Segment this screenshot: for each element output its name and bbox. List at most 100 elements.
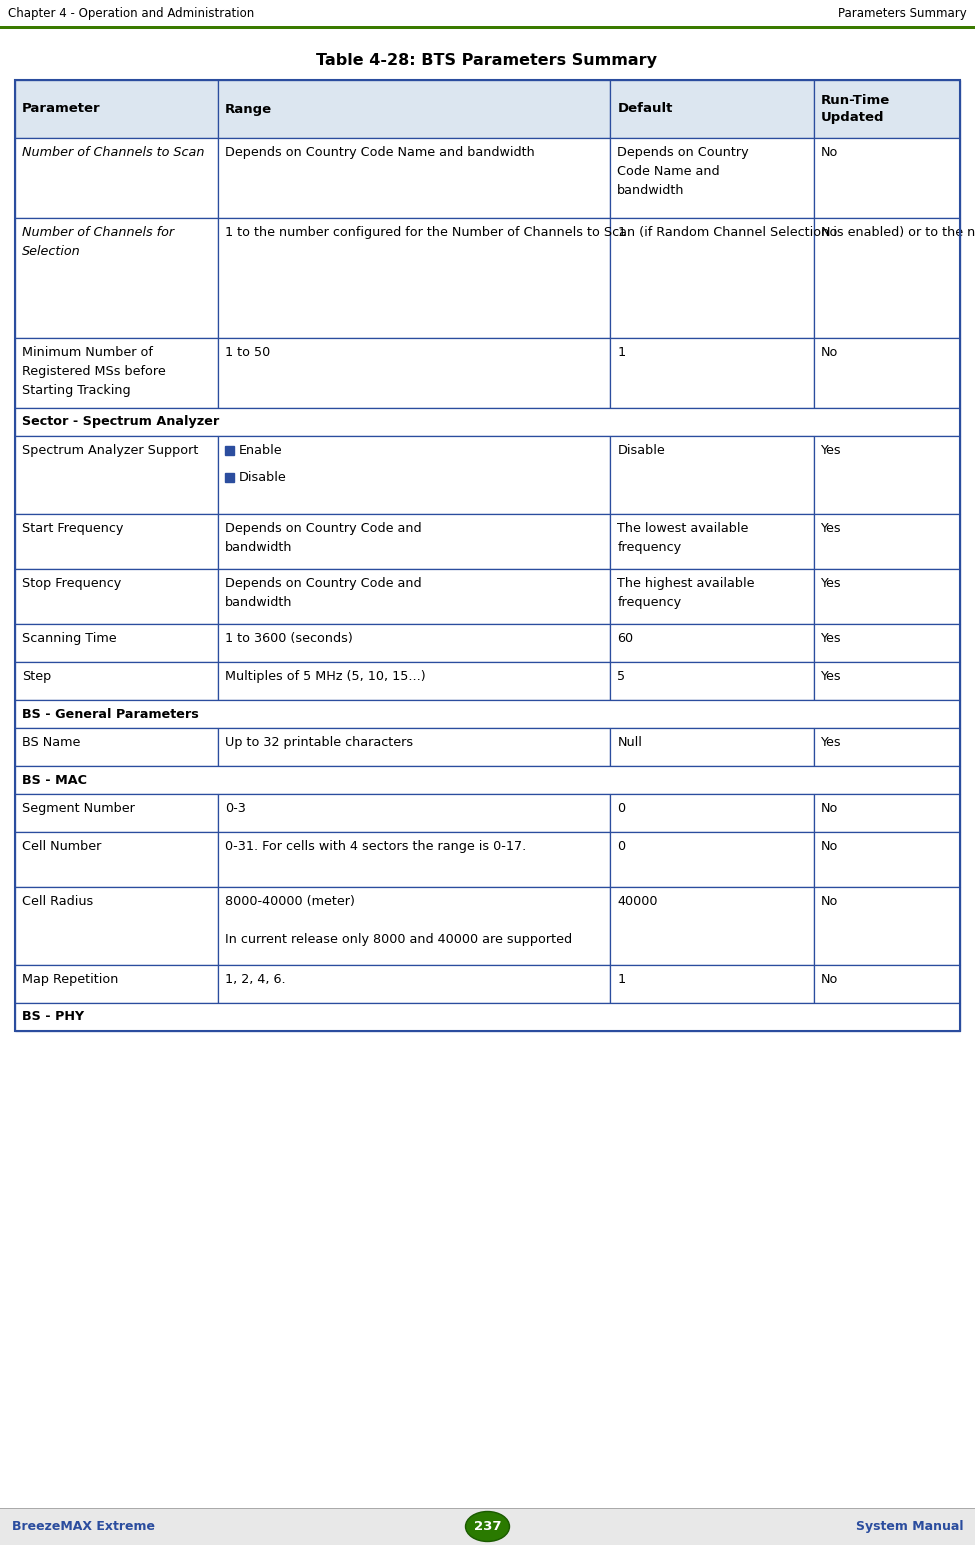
Bar: [218, 887, 610, 966]
Text: Default: Default: [617, 102, 673, 116]
Text: Yes: Yes: [821, 522, 841, 535]
Bar: [15, 80, 218, 138]
Text: BS - MAC: BS - MAC: [22, 774, 87, 786]
Text: Enable: Enable: [239, 443, 283, 457]
Bar: [0, 1508, 975, 1545]
Text: Yes: Yes: [821, 576, 841, 590]
Text: Depends on Country Code Name and bandwidth: Depends on Country Code Name and bandwid…: [225, 145, 535, 159]
Bar: [218, 728, 610, 766]
Text: 0: 0: [617, 802, 626, 816]
Text: Null: Null: [617, 735, 643, 749]
Text: BS Name: BS Name: [22, 735, 80, 749]
Text: 237: 237: [474, 1520, 501, 1533]
Text: Run-Time
Updated: Run-Time Updated: [821, 94, 890, 124]
Text: Table 4-28: BTS Parameters Summary: Table 4-28: BTS Parameters Summary: [317, 53, 657, 68]
Text: 1 to 50: 1 to 50: [225, 346, 270, 358]
Bar: [15, 338, 218, 408]
Bar: [225, 447, 234, 454]
Text: Yes: Yes: [821, 443, 841, 457]
Bar: [813, 80, 960, 138]
Text: No: No: [821, 802, 838, 816]
Text: Parameter: Parameter: [22, 102, 100, 116]
Text: Yes: Yes: [821, 671, 841, 683]
Text: 40000: 40000: [617, 895, 658, 908]
Bar: [813, 218, 960, 338]
Text: Number of Channels for
Selection: Number of Channels for Selection: [22, 226, 175, 258]
Ellipse shape: [465, 1511, 510, 1542]
Bar: [15, 887, 218, 966]
Bar: [218, 80, 610, 138]
Text: Step: Step: [22, 671, 52, 683]
Bar: [813, 833, 960, 887]
Bar: [813, 514, 960, 569]
Text: 60: 60: [617, 632, 634, 644]
Bar: [15, 966, 218, 1003]
Text: No: No: [821, 973, 838, 986]
Text: The highest available
frequency: The highest available frequency: [617, 576, 755, 609]
Text: No: No: [821, 346, 838, 358]
Bar: [218, 661, 610, 700]
Bar: [610, 569, 813, 624]
Bar: [15, 514, 218, 569]
Bar: [813, 887, 960, 966]
Text: 5: 5: [617, 671, 626, 683]
Text: Parameters Summary: Parameters Summary: [838, 6, 967, 20]
Text: Stop Frequency: Stop Frequency: [22, 576, 121, 590]
Bar: [218, 966, 610, 1003]
Bar: [610, 966, 813, 1003]
Bar: [218, 569, 610, 624]
Bar: [218, 218, 610, 338]
Bar: [813, 436, 960, 514]
Text: 0: 0: [617, 840, 626, 853]
Text: Yes: Yes: [821, 735, 841, 749]
Text: No: No: [821, 840, 838, 853]
Text: 1 to the number configured for the Number of Channels to Scan (if Random Channel: 1 to the number configured for the Numbe…: [225, 226, 975, 239]
Bar: [610, 80, 813, 138]
Text: Depends on Country
Code Name and
bandwidth: Depends on Country Code Name and bandwid…: [617, 145, 749, 198]
Bar: [610, 138, 813, 218]
Text: 1 to 3600 (seconds): 1 to 3600 (seconds): [225, 632, 353, 644]
Text: BS - General Parameters: BS - General Parameters: [22, 708, 199, 720]
Text: Spectrum Analyzer Support: Spectrum Analyzer Support: [22, 443, 198, 457]
Text: Start Frequency: Start Frequency: [22, 522, 124, 535]
Text: Multiples of 5 MHz (5, 10, 15...): Multiples of 5 MHz (5, 10, 15...): [225, 671, 426, 683]
Bar: [813, 338, 960, 408]
Text: BreezeMAX Extreme: BreezeMAX Extreme: [12, 1520, 155, 1533]
Bar: [218, 138, 610, 218]
Bar: [813, 966, 960, 1003]
Bar: [218, 794, 610, 833]
Text: 1: 1: [617, 346, 626, 358]
Bar: [610, 728, 813, 766]
Bar: [610, 218, 813, 338]
Text: Minimum Number of
Registered MSs before
Starting Tracking: Minimum Number of Registered MSs before …: [22, 346, 166, 397]
Bar: [813, 138, 960, 218]
Bar: [813, 624, 960, 661]
Bar: [15, 766, 960, 794]
Bar: [813, 728, 960, 766]
Text: Disable: Disable: [617, 443, 665, 457]
Text: The lowest available
frequency: The lowest available frequency: [617, 522, 749, 555]
Text: Depends on Country Code and
bandwidth: Depends on Country Code and bandwidth: [225, 522, 422, 555]
Bar: [610, 624, 813, 661]
Text: 0-3: 0-3: [225, 802, 246, 816]
Bar: [218, 338, 610, 408]
Text: Range: Range: [225, 102, 272, 116]
Bar: [15, 569, 218, 624]
Bar: [218, 624, 610, 661]
Text: 1, 2, 4, 6.: 1, 2, 4, 6.: [225, 973, 286, 986]
Text: No: No: [821, 895, 838, 908]
Text: Up to 32 printable characters: Up to 32 printable characters: [225, 735, 413, 749]
Text: 8000-40000 (meter)

In current release only 8000 and 40000 are supported: 8000-40000 (meter) In current release on…: [225, 895, 572, 946]
Text: 1: 1: [617, 226, 626, 239]
Bar: [813, 661, 960, 700]
Bar: [813, 569, 960, 624]
Bar: [15, 833, 218, 887]
Bar: [15, 408, 960, 436]
Text: No: No: [821, 226, 838, 239]
Bar: [610, 794, 813, 833]
Bar: [610, 338, 813, 408]
Bar: [15, 661, 218, 700]
Bar: [15, 700, 960, 728]
Bar: [15, 80, 960, 1031]
Bar: [218, 436, 610, 514]
